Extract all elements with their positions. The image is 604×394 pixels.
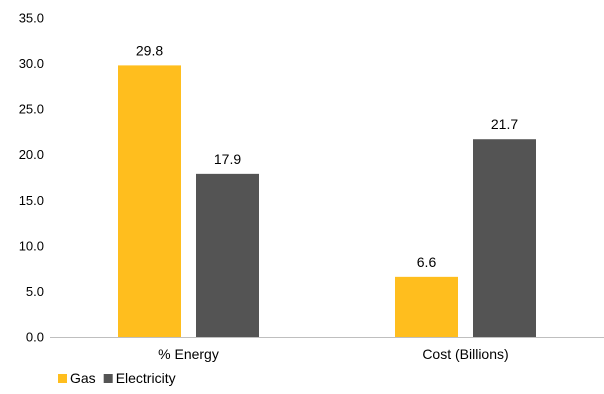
bar-gas-1 [118, 65, 181, 337]
legend-label-electricity: Electricity [116, 370, 176, 386]
y-tick-label: 25.0 [19, 102, 44, 117]
y-tick-label: 20.0 [19, 147, 44, 162]
data-labels: 29.8 17.9 6.6 21.7 [136, 42, 518, 269]
legend: Gas Electricity [58, 370, 176, 386]
data-label-gas-1: 29.8 [136, 42, 163, 58]
legend-swatch-electricity [103, 374, 113, 383]
bar-gas-2 [395, 276, 458, 337]
data-label-electricity-2: 21.7 [491, 116, 518, 132]
y-tick-label: 0.0 [26, 330, 44, 345]
y-tick-label: 30.0 [19, 56, 44, 71]
y-tick-label: 15.0 [19, 193, 44, 208]
data-label-gas-2: 6.6 [417, 254, 437, 270]
x-axis-category-labels: % Energy Cost (Billions) [158, 346, 509, 362]
legend-label-gas: Gas [70, 370, 96, 386]
y-tick-label: 35.0 [19, 11, 44, 26]
bar-electricity-1 [196, 173, 259, 337]
y-tick-label: 10.0 [19, 238, 44, 253]
legend-swatch-gas [58, 374, 67, 383]
bar-electricity-2 [473, 139, 536, 337]
y-axis-tick-labels: 0.0 5.0 10.0 15.0 20.0 25.0 30.0 35.0 [19, 11, 44, 345]
category-label: % Energy [158, 346, 219, 362]
data-label-electricity-1: 17.9 [214, 151, 241, 167]
bars [118, 65, 536, 337]
y-tick-label: 5.0 [26, 284, 44, 299]
category-label: Cost (Billions) [422, 346, 508, 362]
